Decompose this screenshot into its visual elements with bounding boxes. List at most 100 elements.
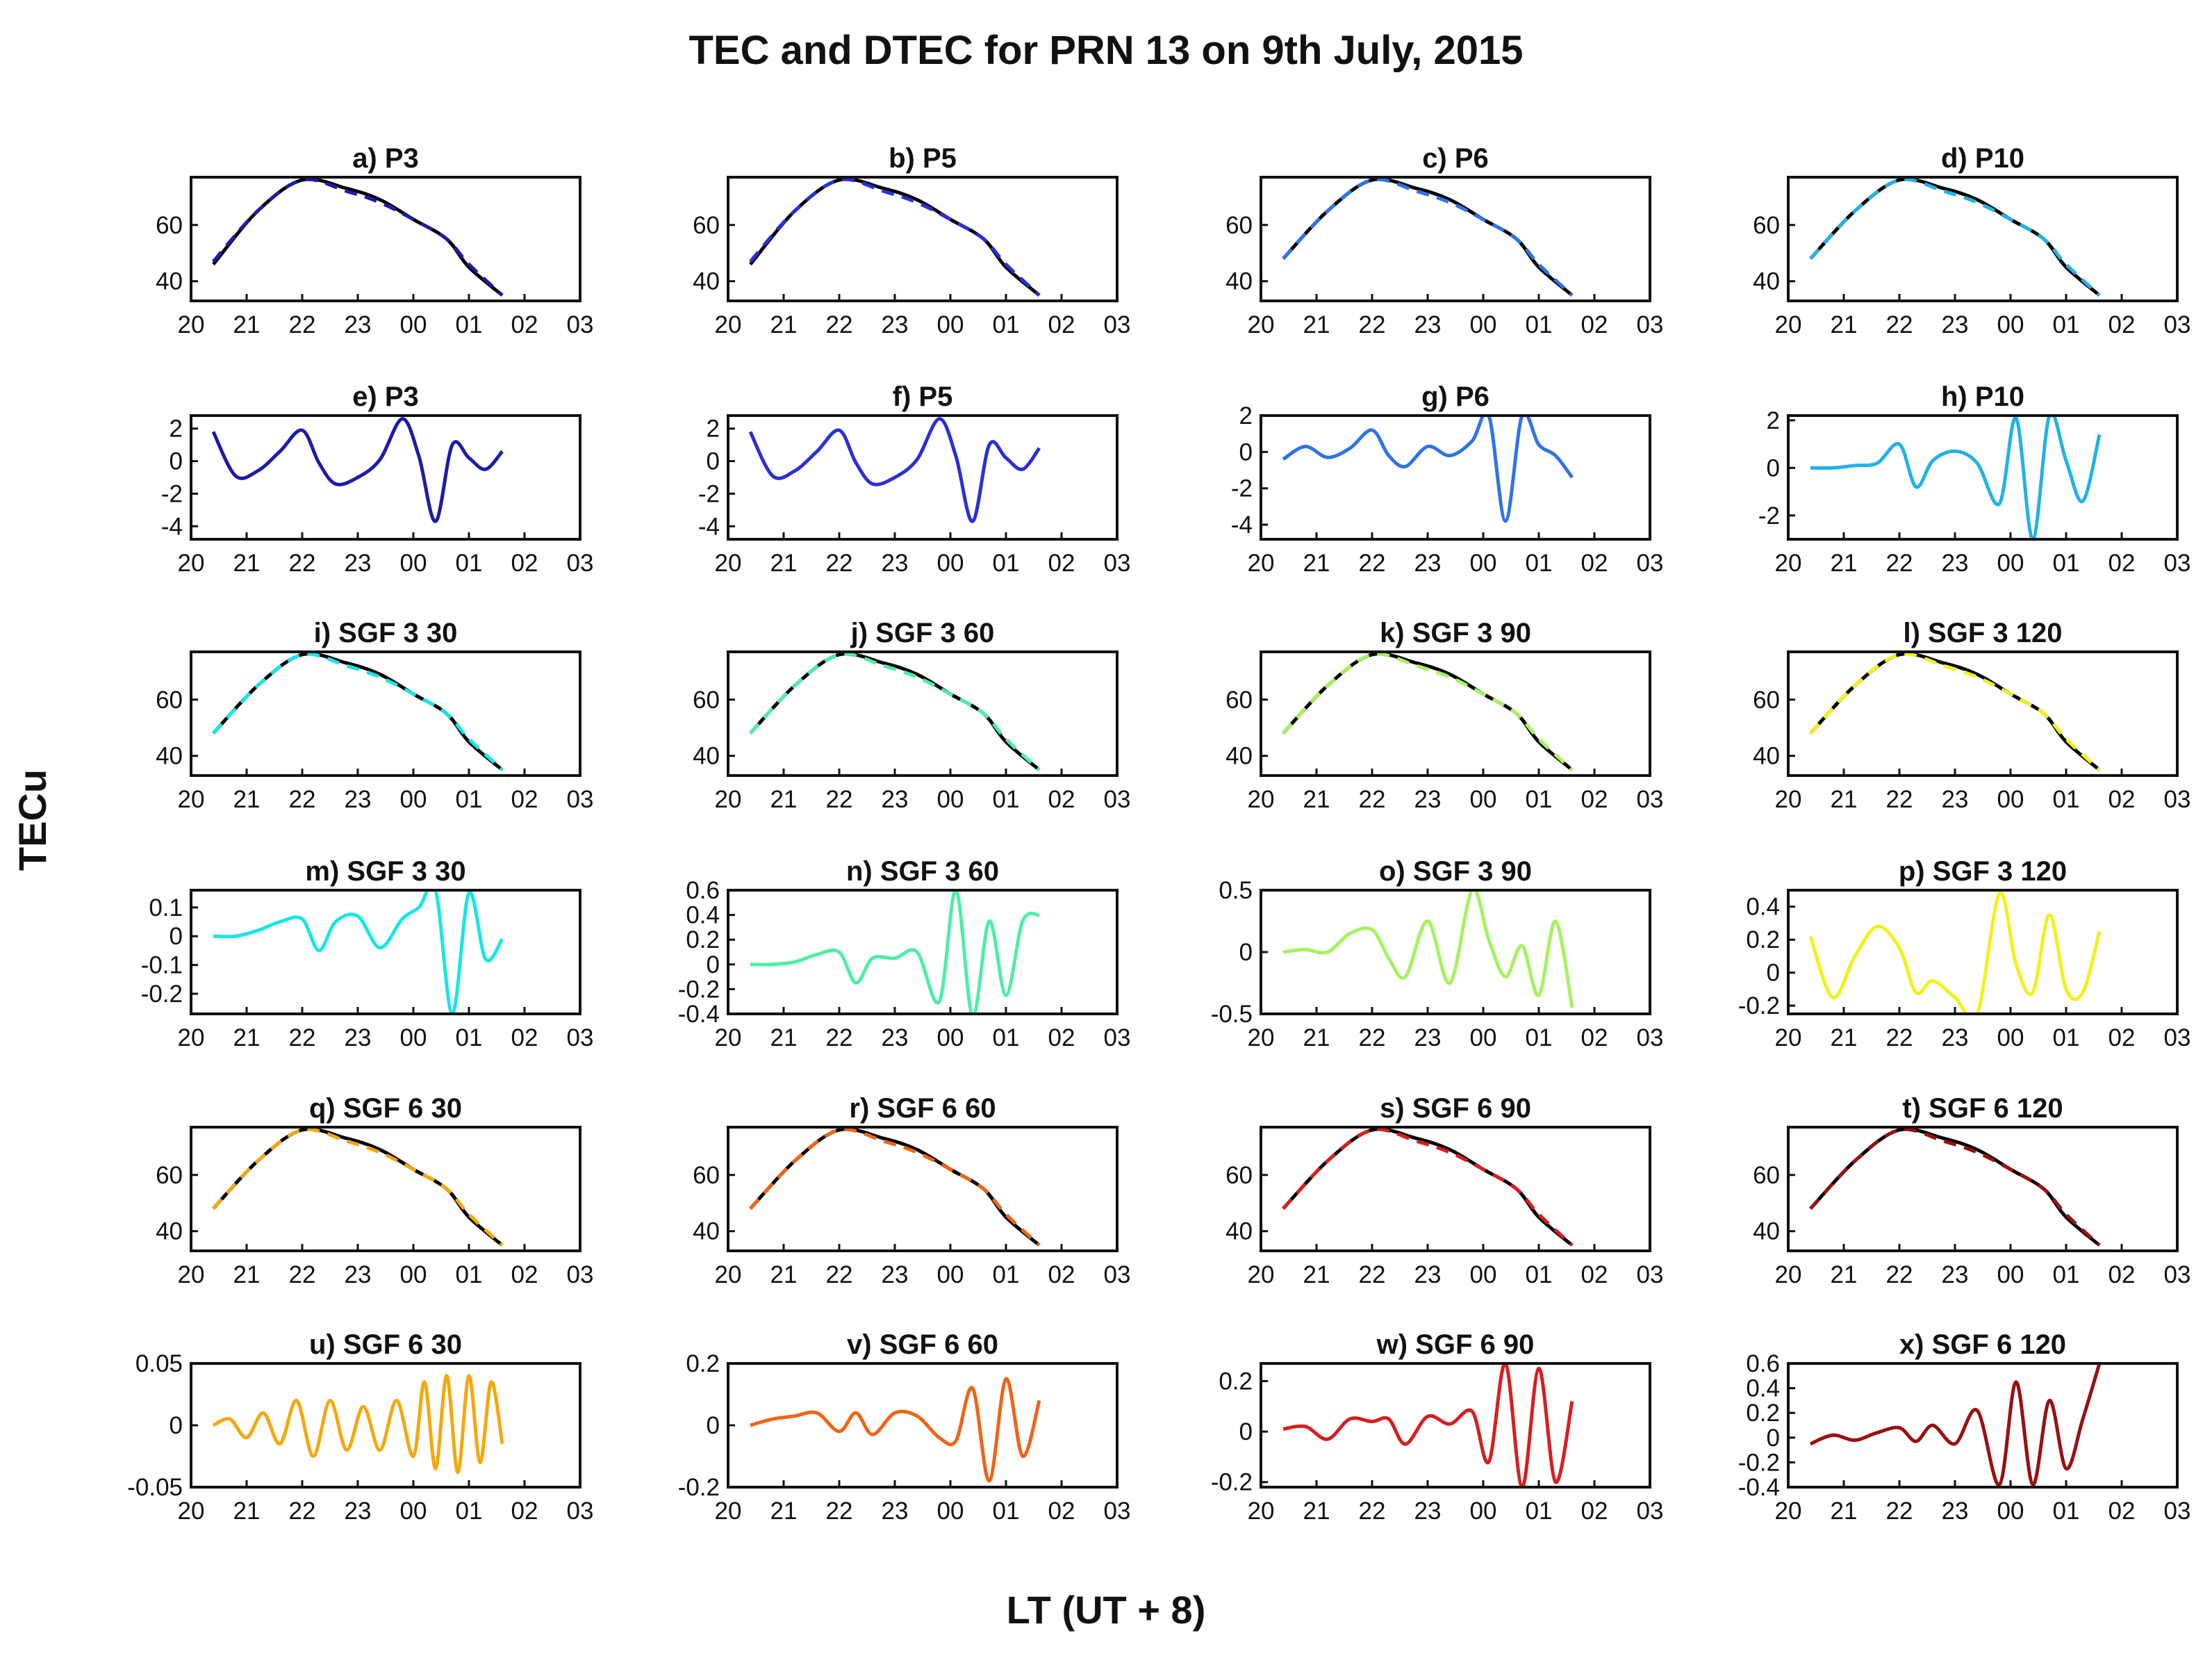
x-tick-label: 00: [400, 1498, 427, 1525]
x-tick-label: 23: [345, 311, 372, 338]
x-tick-label: 02: [511, 1498, 538, 1525]
y-tick-label: 60: [693, 1162, 720, 1189]
x-tick-label: 20: [1248, 1498, 1275, 1525]
x-tick-label: 23: [1414, 1498, 1442, 1525]
x-tick-label: 00: [400, 311, 427, 338]
axes-frame: [727, 650, 1119, 777]
axes-frame: [727, 176, 1119, 302]
x-tick-label: 03: [1637, 786, 1664, 813]
x-tick-label: 20: [1775, 786, 1802, 813]
y-tick-label: 0.4: [1746, 1375, 1780, 1402]
panel-title: b) P5: [889, 143, 957, 174]
x-tick-label: 20: [178, 1498, 205, 1525]
panel-title: r) SGF 6 60: [849, 1093, 996, 1124]
panel-title: w) SGF 6 90: [1376, 1329, 1535, 1360]
x-tick-label: 02: [2108, 786, 2136, 813]
y-tick-label: 60: [1225, 212, 1253, 239]
dtec-line: [1282, 890, 1574, 1008]
fit-line: [1282, 1127, 1574, 1247]
dtec-line: [750, 890, 1040, 1014]
x-tick-label: 20: [715, 786, 742, 813]
x-tick-label: 03: [2164, 1498, 2191, 1525]
x-tick-label: 00: [1997, 550, 2024, 577]
fit-line: [1282, 177, 1574, 297]
x-tick-label: 22: [1886, 550, 1913, 577]
panel-title: f) P5: [893, 382, 953, 412]
x-tick-label: 02: [1581, 786, 1608, 813]
x-tick-label: 00: [937, 311, 964, 338]
x-tick-label: 22: [1886, 1498, 1913, 1525]
x-tick-label: 00: [1997, 311, 2024, 338]
plot-area: [1809, 177, 2101, 297]
x-tick-label: 21: [233, 550, 261, 577]
tec-line: [212, 1127, 504, 1247]
x-tick-label: 03: [1637, 1024, 1664, 1051]
x-tick-label: 23: [1414, 1261, 1442, 1288]
dtec-line: [748, 417, 1041, 523]
x-tick-label: 01: [456, 550, 483, 577]
x-tick-label: 21: [770, 786, 798, 813]
x-tick-label: 22: [826, 1024, 853, 1051]
panel-title: j) SGF 3 60: [850, 618, 995, 648]
x-tick-label: 02: [2108, 1498, 2136, 1525]
plot-area: [750, 890, 1040, 1014]
x-tick-label: 23: [882, 311, 909, 338]
x-tick-label: 03: [567, 1024, 594, 1051]
x-tick-label: 03: [1104, 1024, 1131, 1051]
dtec-line: [212, 1374, 504, 1475]
x-tick-label: 23: [1414, 1024, 1442, 1051]
y-tick-label: 60: [1753, 1162, 1780, 1189]
x-tick-label: 02: [1581, 311, 1608, 338]
fit-line: [749, 177, 1041, 297]
x-tick-label: 01: [456, 1498, 483, 1525]
y-tick-label: -2: [161, 480, 183, 507]
y-tick-label: 0: [707, 1412, 720, 1439]
plot-area: [1809, 652, 2101, 771]
tec-line: [1809, 1127, 2101, 1247]
x-tick-label: 22: [1359, 1261, 1386, 1288]
x-tick-label: 02: [2108, 550, 2136, 577]
panel-b: b) P5 40 60 20 21 22 23 00 01 02 03: [693, 143, 1130, 338]
x-tick-label: 00: [1997, 1261, 2024, 1288]
x-tick-label: 22: [289, 1261, 316, 1288]
axes-frame: [1787, 1126, 2179, 1252]
y-tick-label: 0.2: [1746, 1400, 1780, 1427]
y-tick-label: -4: [161, 513, 183, 540]
panel-n: n) SGF 3 60 -0.4-0.200.20.40.6 20 21 22 23 00 0…: [678, 856, 1131, 1051]
x-tick-label: 03: [1104, 786, 1131, 813]
axes-frame: [1260, 176, 1651, 302]
x-tick-label: 23: [1942, 550, 1969, 577]
fit-line: [212, 1127, 504, 1247]
x-tick-label: 20: [178, 786, 205, 813]
x-tick-label: 22: [1886, 1024, 1913, 1051]
x-tick-label: 00: [937, 1498, 964, 1525]
x-tick-label: 01: [456, 1261, 483, 1288]
x-tick-label: 23: [1942, 1024, 1969, 1051]
x-tick-label: 03: [2164, 1024, 2191, 1051]
x-tick-label: 22: [1886, 786, 1913, 813]
y-tick-label: 40: [1225, 743, 1253, 770]
x-tick-label: 21: [770, 1261, 798, 1288]
x-tick-label: 20: [1775, 1261, 1802, 1288]
x-tick-label: 23: [882, 550, 909, 577]
tec-line: [212, 177, 504, 297]
x-tick-label: 03: [1637, 311, 1664, 338]
panel-t: t) SGF 6 120 40 60 20 21 22 23 00 01 02 03: [1753, 1093, 2190, 1288]
tec-line: [1282, 177, 1574, 297]
x-axis-label: LT (UT + 8): [1007, 1588, 1206, 1632]
x-tick-label: 01: [2053, 1498, 2080, 1525]
panel-d: d) P10 40 60 20 21 22 23 00 01 02 03: [1753, 143, 2190, 338]
panel-title: m) SGF 3 30: [305, 856, 465, 887]
x-tick-label: 20: [715, 1024, 742, 1051]
y-tick-label: 0.6: [1746, 1350, 1780, 1377]
x-tick-label: 21: [1303, 550, 1330, 577]
y-tick-label: 0: [170, 1412, 183, 1439]
plot-area: [1282, 416, 1574, 523]
tec-line: [749, 1127, 1041, 1247]
x-tick-label: 20: [715, 550, 742, 577]
y-tick-label: 0.05: [135, 1350, 183, 1377]
